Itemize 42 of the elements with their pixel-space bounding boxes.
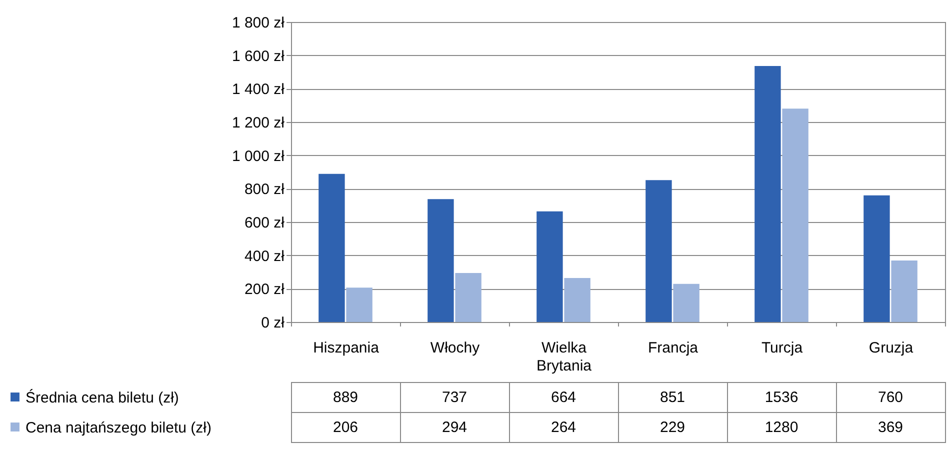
bar	[428, 199, 454, 322]
bar	[754, 66, 781, 322]
x-tick-label: Hiszpania	[313, 340, 380, 356]
data-label: 664	[550, 389, 576, 406]
bar	[318, 174, 345, 322]
y-tick-label: 1 800 zł	[232, 14, 286, 32]
x-tick-label: Włochy	[430, 340, 480, 356]
bar	[455, 273, 482, 322]
y-tick-label: 1 200 zł	[232, 114, 286, 132]
legend-label: Cena najtańszego biletu (zł)	[26, 420, 212, 436]
bar	[646, 180, 672, 322]
data-label: 1280	[764, 419, 798, 436]
x-tick-label: Turcja	[761, 340, 804, 356]
bar	[864, 195, 890, 322]
bar	[673, 284, 700, 322]
y-tick-label: 600 zł	[244, 214, 286, 232]
legend-label: Średnia cena biletu (zł)	[26, 388, 179, 406]
x-tick-label: Francja	[648, 340, 699, 356]
data-label: 760	[878, 389, 904, 406]
y-tick-label: 400 zł	[244, 248, 286, 265]
data-label: 889	[332, 389, 358, 406]
bar	[536, 211, 563, 322]
data-label: 229	[660, 419, 686, 436]
data-label: 369	[878, 419, 904, 436]
data-label: 737	[442, 389, 468, 406]
y-tick-label: 1 000 zł	[232, 148, 286, 165]
x-tick-label: Wielka Brytania	[536, 340, 592, 374]
x-tick-label: Gruzja	[868, 340, 914, 356]
y-tick-label: 800 zł	[244, 181, 286, 198]
y-tick-label: 0 zł	[261, 314, 286, 332]
bar	[564, 278, 590, 322]
y-tick-label: 1 400 zł	[232, 81, 286, 98]
bar	[782, 108, 808, 322]
data-label: 1536	[764, 389, 798, 406]
bar	[891, 260, 918, 322]
bar	[346, 288, 372, 322]
data-label: 264	[550, 419, 576, 436]
y-tick-label: 1 600 zł	[232, 48, 286, 65]
data-label: 294	[442, 419, 468, 436]
data-label: 206	[332, 419, 358, 436]
y-tick-label: 200 zł	[244, 281, 286, 298]
data-label: 851	[660, 389, 686, 406]
